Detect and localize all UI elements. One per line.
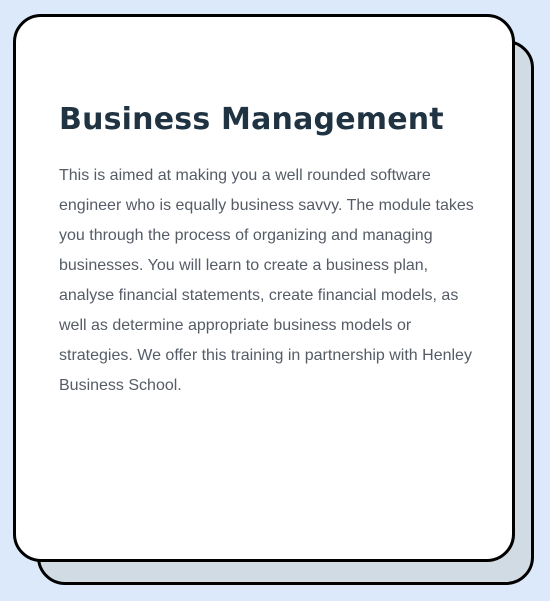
course-card: Business Management This is aimed at mak… [13, 14, 515, 562]
card-description: This is aimed at making you a well round… [59, 167, 474, 394]
card-title: Business Management [59, 102, 444, 137]
